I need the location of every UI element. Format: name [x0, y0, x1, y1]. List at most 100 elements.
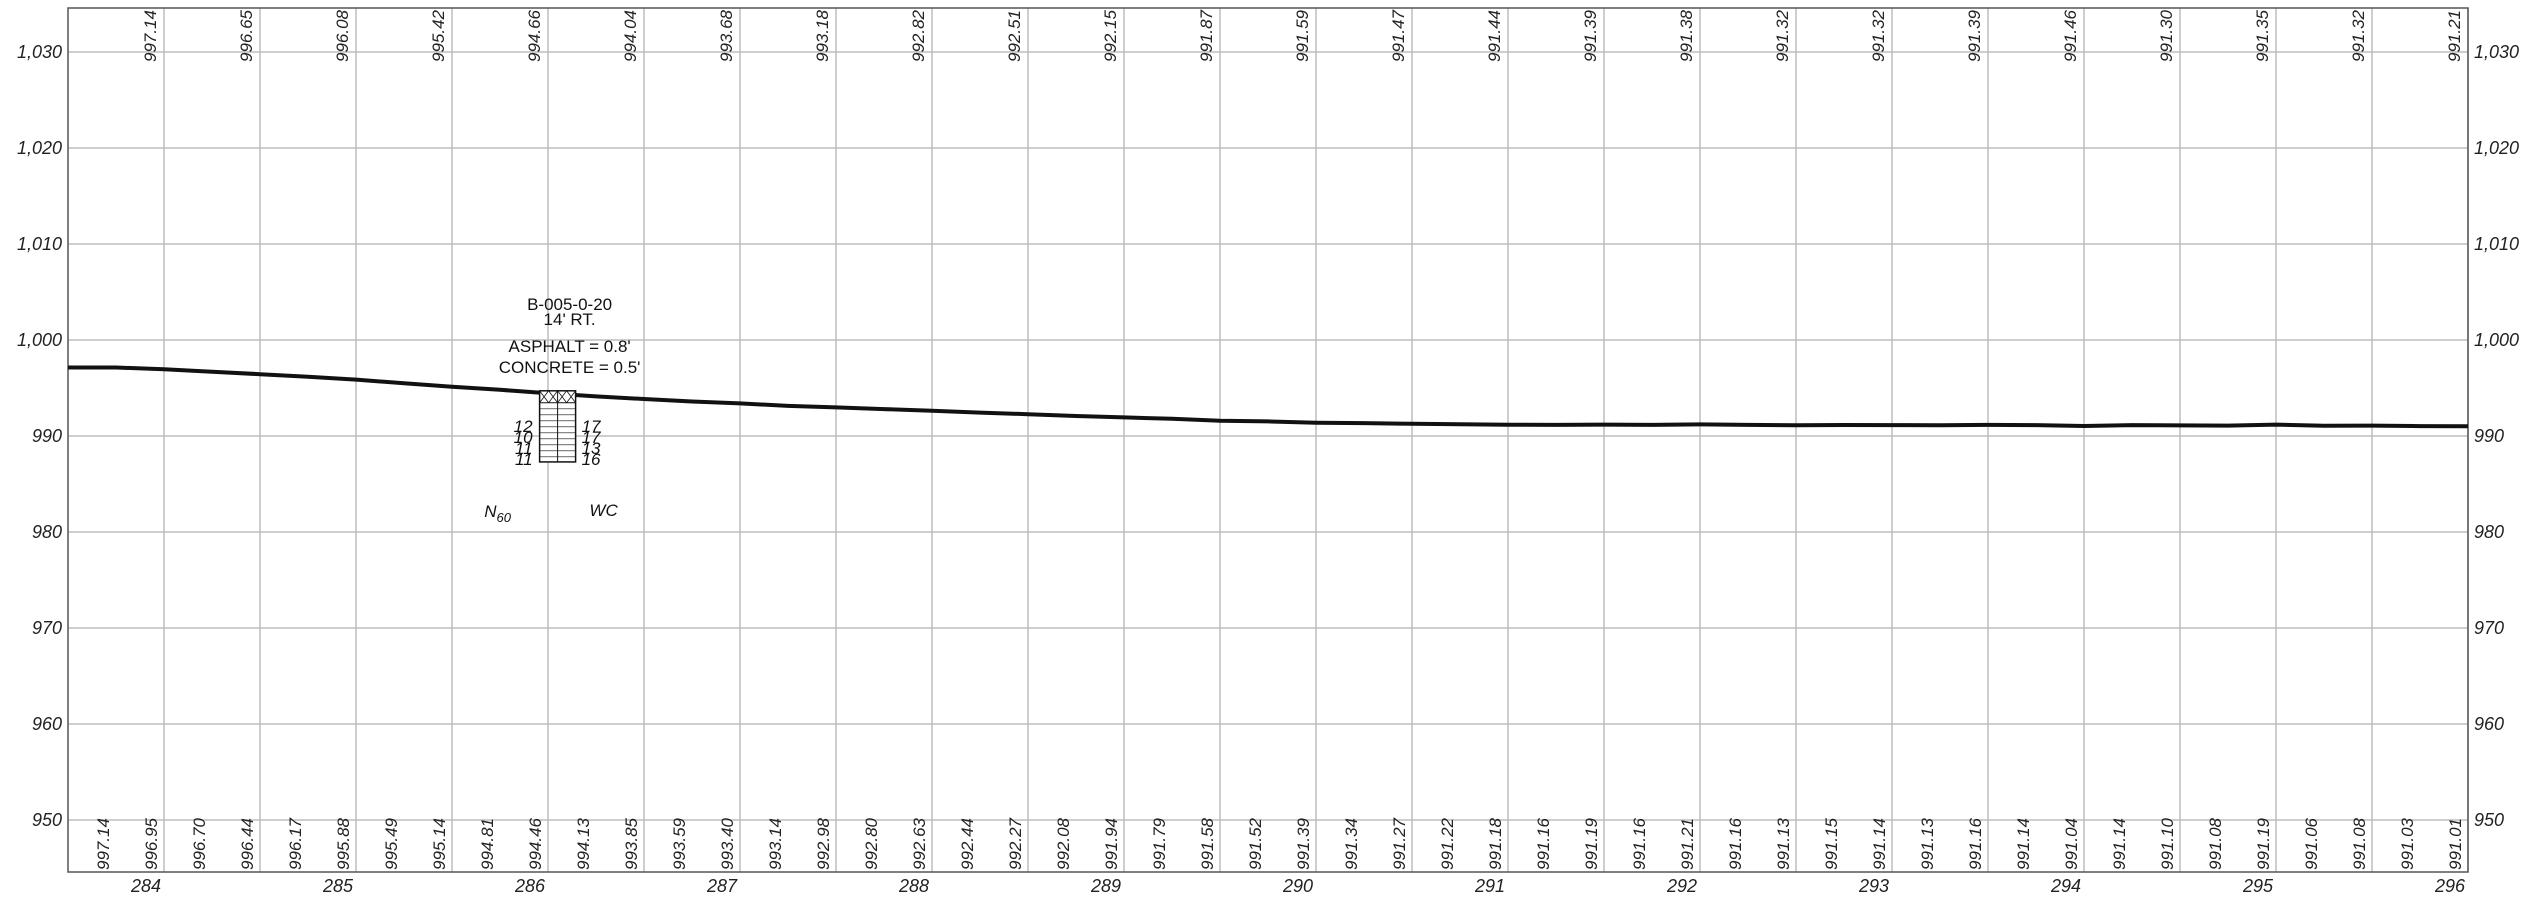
n60-value: 11: [515, 439, 533, 458]
bottom-elevation-value: 992.27: [1006, 817, 1025, 870]
elevation-tick-label: 1,010: [2474, 234, 2519, 254]
bottom-elevation-value: 991.13: [1918, 817, 1937, 870]
top-elevation-value: 991.38: [1677, 9, 1696, 62]
profile-grid: [68, 8, 2469, 872]
top-elevation-value: 991.32: [2349, 9, 2368, 62]
top-elevation-value: 992.82: [909, 9, 928, 62]
elevation-tick-label: 970: [32, 618, 62, 638]
top-elevation-value: 994.66: [525, 9, 544, 62]
bottom-elevation-value: 991.19: [1582, 817, 1601, 870]
bottom-elevation-value: 993.40: [718, 817, 737, 870]
station-label: 294: [2050, 876, 2081, 896]
station-label: 285: [322, 876, 354, 896]
elevation-tick-label: 1,030: [17, 42, 62, 62]
bottom-elevation-value: 996.95: [142, 817, 161, 870]
station-label: 286: [514, 876, 546, 896]
station-axis: 284 285 286 287 288 289 290 291 292 293 294 295 296: [130, 876, 2466, 896]
boring-column: [538, 390, 577, 463]
elevation-tick-label: 1,030: [2474, 42, 2519, 62]
profile-frame: [67, 7, 2469, 873]
elevation-tick-label: 980: [2474, 522, 2504, 542]
station-label: 289: [1090, 876, 1121, 896]
bottom-elevation-value: 991.27: [1390, 817, 1409, 870]
bottom-elevation-value: 992.80: [862, 817, 881, 870]
elevation-tick-label: 970: [2474, 618, 2504, 638]
bottom-elevation-value: 994.46: [526, 817, 545, 870]
top-elevation-value: 993.18: [813, 9, 832, 62]
top-elevation-value: 991.32: [1773, 9, 1792, 62]
bottom-elevation-value: 991.03: [2398, 817, 2417, 870]
bottom-elevation-value: 996.70: [190, 817, 209, 870]
elevation-tick-label: 950: [32, 810, 62, 830]
top-elevation-value: 992.15: [1101, 9, 1120, 62]
elevation-tick-label: 1,010: [17, 234, 62, 254]
bottom-elevation-value: 991.10: [2158, 817, 2177, 870]
top-elevation-value: 991.87: [1197, 9, 1216, 62]
elevation-axis-left: 950 960 970 980 990 1,000 1,010 1,020 1,030: [17, 42, 62, 830]
top-elevation-value: 991.59: [1293, 9, 1312, 62]
station-label: 287: [706, 876, 738, 896]
n60-value: 12: [514, 417, 533, 436]
bottom-elevation-value: 993.59: [670, 817, 689, 870]
n60-value: 10: [514, 428, 533, 447]
bottom-elevation-value: 991.18: [1486, 817, 1505, 870]
bottom-elevation-value: 991.16: [1726, 817, 1745, 870]
wc-value: 16: [582, 450, 601, 469]
bottom-elevation-value: 991.14: [1870, 818, 1889, 870]
top-elevation-value: 991.39: [1965, 9, 1984, 62]
existing-ground-line: [67, 366, 2469, 428]
elevation-tick-label: 1,020: [2474, 138, 2519, 158]
elevation-tick-label: 1,000: [2474, 330, 2519, 350]
elevation-tick-label: 990: [2474, 426, 2504, 446]
bottom-elevation-value: 995.88: [334, 817, 353, 870]
bottom-elevation-value: 991.04: [2062, 818, 2081, 870]
boring-offset: 14' RT.: [544, 310, 596, 329]
boring-hatch: [557, 390, 567, 404]
bottom-elevation-value: 991.08: [2206, 817, 2225, 870]
bottom-elevation-value: 992.63: [910, 817, 929, 870]
bottom-elevation-value: 994.81: [478, 818, 497, 870]
top-elevation-value: 991.30: [2157, 9, 2176, 62]
boring-id: B-005-0-20: [527, 295, 612, 314]
proposed-grade-line: [67, 365, 2469, 429]
top-elevation-value: 991.47: [1389, 9, 1408, 62]
bottom-elevation-value: 993.85: [622, 817, 641, 870]
bottom-elevation-value: 991.16: [1630, 817, 1649, 870]
boring-hatch: [548, 390, 558, 404]
bottom-elevation-values: 997.14 996.95 996.70 996.44 996.17 995.88 995.…: [94, 817, 2465, 870]
bottom-elevation-value: 991.14: [2014, 818, 2033, 870]
wc-value: 17: [582, 417, 601, 436]
top-elevation-value: 992.51: [1005, 10, 1024, 62]
boring-log: B-005-0-20 14' RT. ASPHALT = 0.8' CONCRE…: [484, 295, 640, 525]
bottom-elevation-value: 991.21: [1678, 818, 1697, 870]
wc-label: WC: [589, 501, 618, 520]
bottom-elevation-value: 991.16: [1966, 817, 1985, 870]
bottom-elevation-value: 991.16: [1534, 817, 1553, 870]
boring-hatch: [566, 390, 576, 404]
elevation-axis-right: 950 960 970 980 990 1,000 1,010 1,020 1,030: [2474, 42, 2519, 830]
bottom-elevation-value: 991.14: [2110, 818, 2129, 870]
n60-value: 11: [515, 450, 533, 469]
n60-label: N60: [484, 502, 512, 525]
top-elevation-value: 997.14: [141, 10, 160, 62]
bottom-elevation-value: 992.08: [1054, 817, 1073, 870]
top-elevation-value: 996.08: [333, 9, 352, 62]
bottom-elevation-value: 991.22: [1438, 817, 1457, 870]
station-label: 295: [2242, 876, 2274, 896]
bottom-elevation-value: 991.08: [2350, 817, 2369, 870]
bottom-elevation-value: 991.52: [1246, 817, 1265, 870]
top-elevation-value: 996.65: [237, 9, 256, 62]
station-label: 290: [1282, 876, 1313, 896]
top-elevation-value: 995.42: [429, 9, 448, 62]
top-elevation-values: 997.14 996.65 996.08 995.42 994.66 994.04 993.…: [141, 9, 2464, 62]
boring-concrete: CONCRETE = 0.5': [499, 358, 641, 377]
bottom-elevation-value: 991.39: [1294, 817, 1313, 870]
elevation-tick-label: 980: [32, 522, 62, 542]
station-label: 292: [1666, 876, 1697, 896]
top-elevation-value: 991.21: [2445, 10, 2464, 62]
bottom-elevation-value: 991.79: [1150, 817, 1169, 870]
elevation-tick-label: 1,020: [17, 138, 62, 158]
elevation-tick-label: 960: [2474, 714, 2504, 734]
bottom-elevation-value: 995.14: [430, 818, 449, 870]
